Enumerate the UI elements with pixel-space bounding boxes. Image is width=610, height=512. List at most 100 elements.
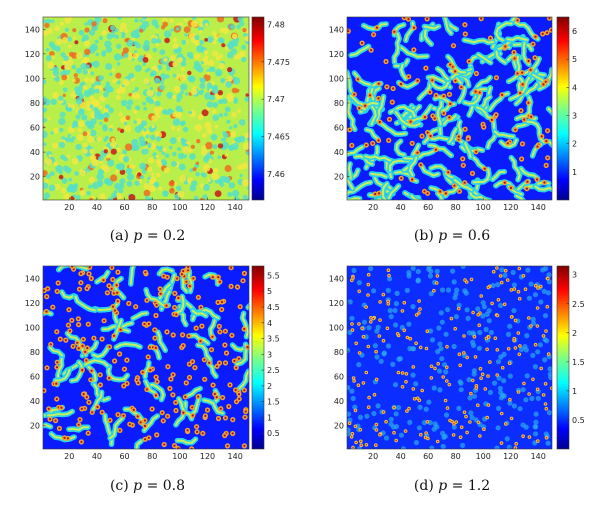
- spot-core: [496, 349, 499, 351]
- heatmap-cell: [99, 105, 103, 110]
- heatmap-cell: [217, 155, 222, 160]
- colorbar-tick-label: 0.5: [267, 429, 280, 438]
- spot-core: [111, 305, 115, 308]
- stripe-core: [350, 45, 370, 57]
- heatmap-cell: [62, 37, 68, 43]
- heatmap-cell: [108, 107, 114, 114]
- heatmap-cell: [151, 124, 155, 129]
- colorbar: [556, 16, 570, 201]
- spot-halo: [428, 328, 434, 334]
- heatmap-cell: [74, 171, 79, 176]
- spot-core: [457, 135, 460, 138]
- spot-core: [418, 300, 420, 302]
- heatmap-cell: [49, 51, 55, 57]
- spot-core: [127, 302, 130, 305]
- heatmap-cell: [171, 94, 177, 100]
- spot-core: [197, 296, 200, 299]
- spot-core: [427, 437, 429, 440]
- spot-halo: [429, 445, 435, 449]
- spot-core: [509, 398, 511, 401]
- heatmap-cell: [143, 40, 150, 46]
- heatmap-cell: [217, 37, 224, 43]
- colorbar-tick-label: 1: [267, 413, 272, 422]
- heatmap-cell: [86, 131, 91, 136]
- spot-core: [491, 302, 493, 305]
- stripe-core: [510, 156, 521, 181]
- spot-core: [393, 406, 395, 409]
- spot-core: [353, 380, 355, 382]
- spot-core: [514, 447, 517, 449]
- colorbar: [556, 265, 570, 450]
- heatmap-cell: [48, 41, 55, 48]
- heatmap-cell: [185, 92, 189, 96]
- spot-halo: [498, 395, 504, 401]
- heatmap-cell: [203, 156, 210, 163]
- spot-core: [226, 444, 229, 447]
- spot-core: [532, 378, 534, 381]
- spot-core: [404, 430, 407, 432]
- heatmap-cell: [95, 52, 100, 57]
- spot-core: [165, 304, 168, 307]
- spot-halo: [349, 388, 355, 394]
- spot-halo: [547, 366, 552, 372]
- spot-halo: [436, 368, 443, 374]
- x-tick-label: 120: [200, 452, 215, 461]
- spot-core: [512, 51, 516, 54]
- heatmap-cell: [179, 108, 184, 113]
- spot-core: [412, 366, 415, 368]
- spot-halo: [436, 325, 442, 331]
- spot-core: [513, 57, 516, 60]
- spot-core: [243, 389, 246, 392]
- spot-core: [407, 75, 410, 78]
- spot-core: [463, 411, 466, 414]
- spot-core: [145, 388, 148, 391]
- colorbar-tick-label: 1.5: [572, 358, 585, 367]
- heatmap-cell: [216, 17, 225, 23]
- spot-core: [480, 295, 483, 297]
- stripe-core: [515, 194, 524, 200]
- spot-core: [403, 17, 406, 19]
- spot-halo: [357, 414, 364, 420]
- colorbar-tick-label: 3: [267, 350, 272, 359]
- heatmap-cell: [232, 97, 239, 103]
- heatmap-cell: [236, 108, 242, 114]
- spot-halo: [404, 287, 410, 293]
- spot-core: [375, 26, 379, 29]
- spot-core: [211, 335, 214, 338]
- heatmap-cell: [209, 66, 214, 71]
- spot-core: [82, 393, 85, 396]
- heatmap-cell: [201, 109, 209, 117]
- heatmap-cell: [128, 92, 132, 97]
- spot-core: [448, 116, 451, 119]
- heatmap-cell: [195, 161, 200, 165]
- spot-core: [171, 393, 174, 396]
- spot-halo: [475, 306, 481, 312]
- heatmap-cell: [96, 173, 104, 181]
- heatmap-cell: [119, 169, 126, 175]
- heatmap-cell: [43, 98, 51, 106]
- heatmap-cell: [71, 125, 75, 129]
- heatmap-cell: [89, 129, 97, 137]
- spot-core: [497, 299, 500, 301]
- heatmap-cell: [212, 50, 219, 57]
- spot-core: [215, 396, 218, 399]
- spot-halo: [537, 342, 544, 348]
- spot-core: [90, 369, 93, 372]
- spot-core: [172, 333, 175, 337]
- heatmap-cell: [219, 27, 225, 33]
- spot-core: [460, 426, 463, 429]
- spot-core: [99, 383, 102, 386]
- heatmap-cell: [64, 63, 71, 71]
- spot-core: [477, 421, 480, 424]
- heatmap-cell: [221, 43, 226, 48]
- spot-core: [365, 444, 368, 446]
- heatmap-cell: [125, 115, 131, 121]
- heatmap-cell: [84, 77, 90, 83]
- spot-core: [500, 281, 503, 284]
- heatmap-cell: [142, 148, 149, 155]
- spot-core: [548, 17, 551, 20]
- spot-halo: [532, 292, 539, 298]
- spot-core: [231, 432, 234, 435]
- heatmap-cell: [197, 114, 204, 120]
- heatmap-cell: [82, 56, 90, 63]
